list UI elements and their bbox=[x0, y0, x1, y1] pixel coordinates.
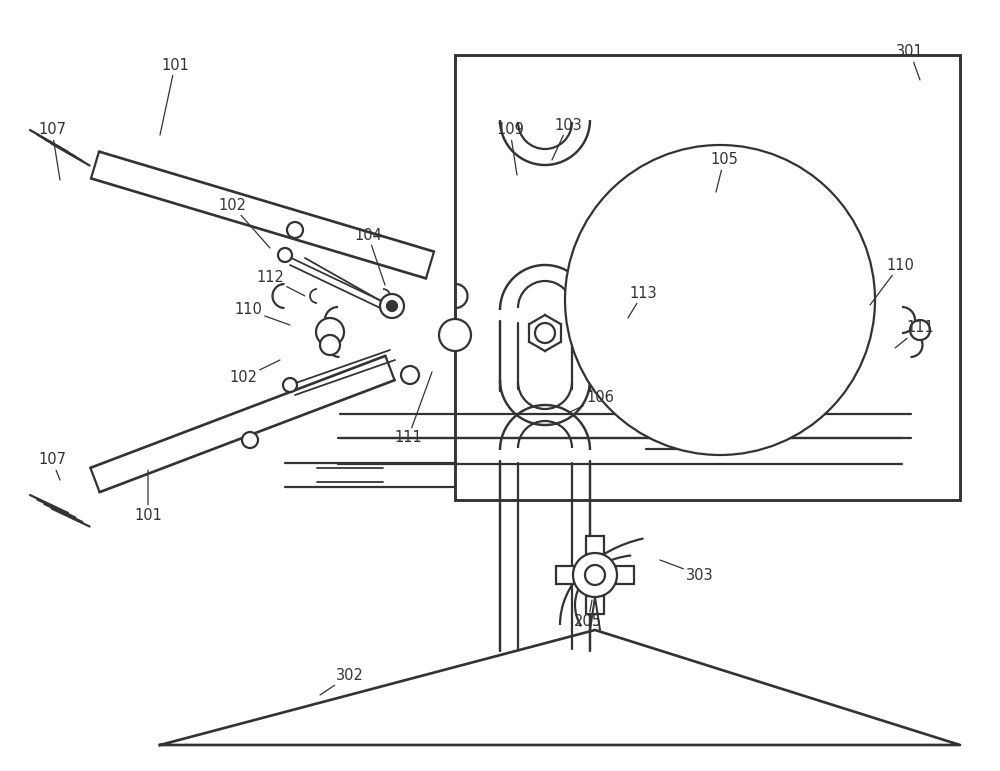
Text: 110: 110 bbox=[870, 258, 914, 305]
Text: 102: 102 bbox=[218, 197, 270, 248]
Text: 109: 109 bbox=[496, 123, 524, 175]
Circle shape bbox=[287, 222, 303, 238]
Circle shape bbox=[601, 319, 629, 347]
Text: 106: 106 bbox=[570, 390, 614, 412]
Text: 105: 105 bbox=[710, 153, 738, 192]
Bar bbox=[556, 566, 574, 584]
Circle shape bbox=[278, 248, 292, 262]
Text: 110: 110 bbox=[234, 302, 290, 325]
Circle shape bbox=[320, 335, 340, 355]
Text: 205: 205 bbox=[574, 600, 602, 629]
Circle shape bbox=[380, 294, 404, 318]
Text: 301: 301 bbox=[896, 45, 924, 80]
Circle shape bbox=[585, 565, 605, 585]
Circle shape bbox=[242, 432, 258, 448]
Bar bbox=[586, 536, 604, 554]
Circle shape bbox=[910, 320, 930, 340]
Text: 102: 102 bbox=[229, 360, 280, 386]
Text: 112: 112 bbox=[256, 271, 305, 296]
Text: 113: 113 bbox=[628, 285, 657, 318]
Bar bbox=[586, 596, 604, 614]
Circle shape bbox=[401, 366, 419, 384]
Circle shape bbox=[316, 318, 344, 346]
Text: 111: 111 bbox=[394, 372, 432, 446]
Circle shape bbox=[387, 301, 397, 311]
Text: 103: 103 bbox=[552, 117, 582, 160]
Circle shape bbox=[283, 378, 297, 392]
Text: 107: 107 bbox=[38, 123, 66, 180]
Circle shape bbox=[565, 145, 875, 455]
Circle shape bbox=[573, 553, 617, 597]
Text: 111: 111 bbox=[895, 321, 934, 348]
Text: 104: 104 bbox=[354, 227, 385, 285]
Text: 303: 303 bbox=[660, 560, 714, 583]
Circle shape bbox=[826, 319, 854, 347]
Text: 101: 101 bbox=[134, 470, 162, 523]
Text: 302: 302 bbox=[320, 668, 364, 695]
Circle shape bbox=[535, 323, 555, 343]
Bar bbox=[616, 566, 634, 584]
Text: 107: 107 bbox=[38, 453, 66, 480]
Text: 101: 101 bbox=[160, 58, 189, 135]
Circle shape bbox=[439, 319, 471, 351]
Bar bbox=[455, 55, 960, 500]
